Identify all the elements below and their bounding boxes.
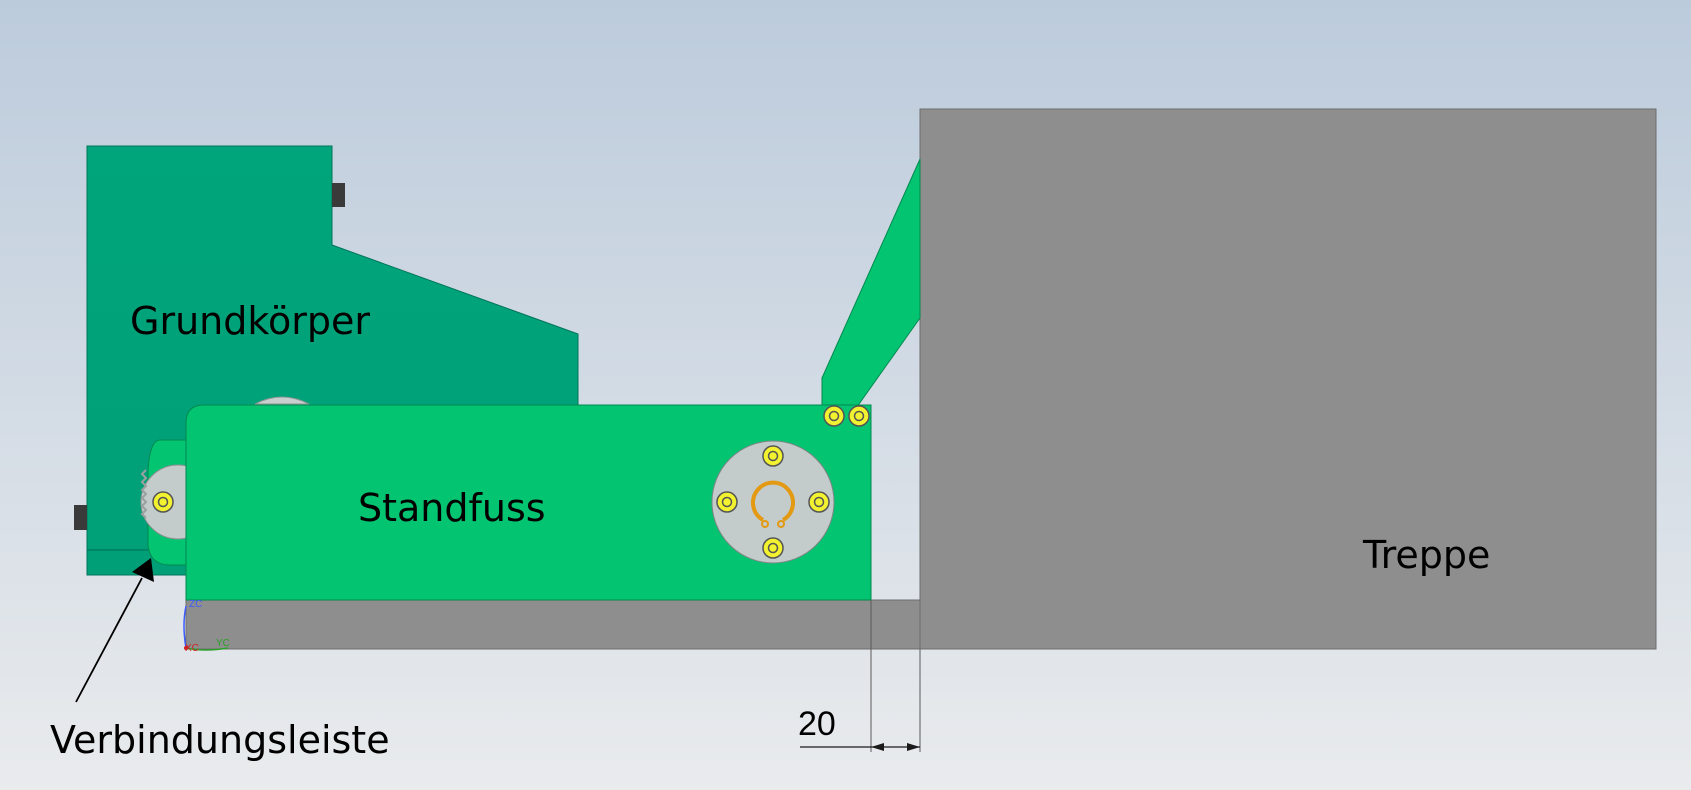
bolt-icon xyxy=(762,445,784,467)
axis-x-label: XC xyxy=(185,643,199,654)
dimension-value: 20 xyxy=(798,705,836,743)
label-grundkoerper: Grundkörper xyxy=(130,299,370,343)
dimension-arrow-icon xyxy=(907,743,920,751)
treppe-part[interactable] xyxy=(919,108,1657,650)
standfuss-part[interactable] xyxy=(185,158,921,601)
leader-arrow-icon xyxy=(75,558,154,703)
bolt-icon xyxy=(848,405,870,427)
bolt-icon xyxy=(808,491,830,513)
bolt-icon xyxy=(152,491,174,513)
circlip-icon xyxy=(751,480,795,528)
label-treppe: Treppe xyxy=(1362,533,1490,577)
grundkoerper-tab-top xyxy=(332,183,345,207)
bolt-icon xyxy=(762,537,784,559)
gear-teeth-icon xyxy=(140,469,148,519)
bolt-icon xyxy=(716,491,738,513)
label-verbindungsleiste: Verbindungsleiste xyxy=(50,718,390,762)
dimension-arrow-icon xyxy=(871,743,884,751)
dimension-20[interactable]: 20 xyxy=(798,600,921,752)
bolt-icon xyxy=(823,405,845,427)
floor-strip xyxy=(185,599,921,650)
label-standfuss: Standfuss xyxy=(358,486,546,530)
gear-icon xyxy=(254,396,310,405)
grundkoerper-tab-bottom xyxy=(74,505,87,530)
coordinate-triad-icon: ZC XC YC xyxy=(183,599,230,654)
axis-z-label: ZC xyxy=(189,599,202,610)
axis-y-label: YC xyxy=(216,638,230,649)
